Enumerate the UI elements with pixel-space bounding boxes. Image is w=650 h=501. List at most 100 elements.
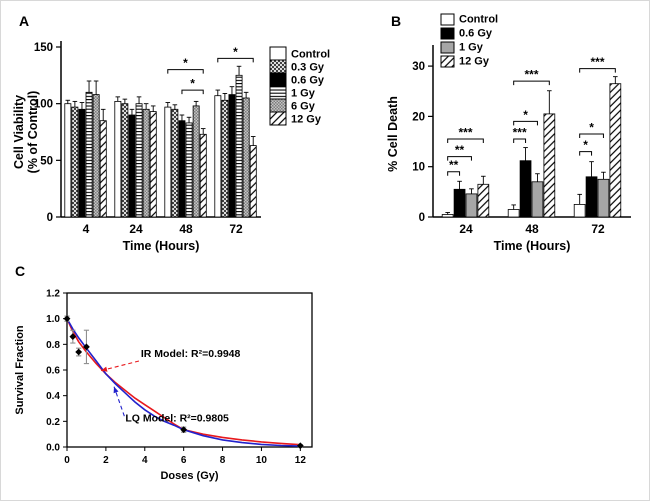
significance-bracket xyxy=(513,138,527,144)
bar-s0-c1 xyxy=(114,101,122,218)
bar-s2-c3 xyxy=(228,94,236,218)
y-axis-title: (% of Control) xyxy=(26,91,40,174)
bar-s2-c0 xyxy=(465,193,478,218)
y-axis-title: % Cell Death xyxy=(386,96,400,172)
bar-s3-c2 xyxy=(609,83,622,218)
y-tick-label: 0.0 xyxy=(46,443,60,454)
bar-s5-c3 xyxy=(249,145,257,218)
legend-swatch xyxy=(269,85,287,100)
bar-s3-c3 xyxy=(235,74,243,218)
legend-swatch xyxy=(269,59,287,74)
legend-label: 1 Gy xyxy=(291,88,316,100)
significance-bracket xyxy=(447,171,461,176)
y-tick-label: 1.2 xyxy=(46,289,60,300)
annotation-arrowhead xyxy=(101,366,108,372)
model-annotation-1: LQ Model: R²=0.9805 xyxy=(125,412,229,424)
curve-ir_model xyxy=(66,318,301,446)
bar-s2-c2 xyxy=(597,178,610,218)
significance-label: ** xyxy=(455,143,465,157)
legend-swatch xyxy=(440,27,455,40)
significance-label: * xyxy=(589,121,594,135)
x-tick-label: 4 xyxy=(83,222,90,236)
bar-s0-c0 xyxy=(64,103,72,218)
x-tick-label: 2 xyxy=(103,455,109,466)
bar-s0-c0 xyxy=(441,214,454,218)
y-tick-label: 30 xyxy=(412,61,425,73)
y-tick-label: 0 xyxy=(419,212,425,224)
x-tick-label: 12 xyxy=(295,455,307,466)
x-tick-label: 6 xyxy=(181,455,187,466)
legend-label: 12 Gy xyxy=(459,56,490,68)
bar-s1-c2 xyxy=(171,108,179,218)
significance-bracket xyxy=(217,57,254,63)
significance-label: * xyxy=(233,45,238,59)
bar-s5-c1 xyxy=(149,111,157,218)
x-tick-label: 8 xyxy=(220,455,226,466)
panel-b-label: B xyxy=(391,13,402,29)
significance-label: *** xyxy=(458,126,472,140)
x-tick-label: 72 xyxy=(229,222,243,236)
legend-swatch xyxy=(269,111,287,126)
y-tick-label: 0.2 xyxy=(46,417,60,428)
legend-label: 0.3 Gy xyxy=(291,62,325,74)
significance-bracket xyxy=(181,89,204,95)
significance-bracket xyxy=(579,151,593,156)
legend-label: 0.6 Gy xyxy=(291,75,325,87)
bar-s2-c1 xyxy=(531,181,544,218)
x-tick-label: 4 xyxy=(142,455,148,466)
x-tick-label: 48 xyxy=(179,222,193,236)
significance-bracket xyxy=(447,156,472,161)
bar-s3-c1 xyxy=(135,103,143,218)
significance-bracket xyxy=(513,120,538,126)
cell-viability-bar-chart: 0 50 100 150 4 24 48 72 Time (Hours) Cell Viabili… xyxy=(12,41,330,253)
y-tick-label: 10 xyxy=(412,162,425,174)
legend-swatch xyxy=(269,98,287,113)
bar-s2-c2 xyxy=(178,120,186,218)
legend-swatch xyxy=(269,72,287,87)
legend-swatch xyxy=(269,46,287,61)
significance-bracket xyxy=(513,80,550,86)
legend-label: 0.6 Gy xyxy=(459,28,493,40)
data-point xyxy=(75,348,83,356)
data-point xyxy=(63,315,71,323)
legend-label: 12 Gy xyxy=(291,114,322,126)
bar-s4-c1 xyxy=(142,108,150,218)
data-point xyxy=(83,343,90,351)
x-axis-title: Time (Hours) xyxy=(494,239,571,253)
significance-bracket xyxy=(447,138,484,144)
bar-s1-c1 xyxy=(519,160,532,218)
model-annotation-0: IR Model: R²=0.9948 xyxy=(141,348,241,360)
x-tick-label: 24 xyxy=(459,222,473,236)
legend-label: 1 Gy xyxy=(459,42,484,54)
bar-s0-c3 xyxy=(214,95,222,218)
bar-s3-c0 xyxy=(477,183,490,218)
annotation-arrow xyxy=(113,386,125,417)
legend-label: Control xyxy=(291,49,330,61)
y-tick-label: 0.8 xyxy=(46,340,60,351)
bar-s5-c2 xyxy=(199,133,207,218)
bar-s3-c0 xyxy=(85,91,93,218)
bar-s3-c1 xyxy=(543,113,556,218)
legend-swatch xyxy=(440,13,455,26)
significance-label: *** xyxy=(513,126,527,140)
significance-bracket xyxy=(579,133,604,138)
y-axis-title: Cell Viability xyxy=(12,95,26,169)
significance-label: *** xyxy=(590,55,604,69)
bar-s0-c2 xyxy=(164,106,172,218)
y-tick-label: 0.6 xyxy=(46,366,60,377)
x-tick-label: 0 xyxy=(64,455,70,466)
significance-label: * xyxy=(583,138,588,152)
data-point xyxy=(296,442,304,450)
bar-s0-c2 xyxy=(573,203,586,218)
bar-s2-c1 xyxy=(128,114,136,218)
legend-swatch xyxy=(440,41,455,54)
x-axis-title: Doses (Gy) xyxy=(160,470,218,482)
bar-s4-c2 xyxy=(192,105,200,218)
y-axis-title: Survival Fraction xyxy=(14,325,26,415)
significance-label: * xyxy=(183,56,188,70)
significance-label: *** xyxy=(524,68,538,82)
x-tick-label: 10 xyxy=(256,455,268,466)
bar-s5-c0 xyxy=(99,120,107,218)
significance-bracket xyxy=(579,68,616,73)
